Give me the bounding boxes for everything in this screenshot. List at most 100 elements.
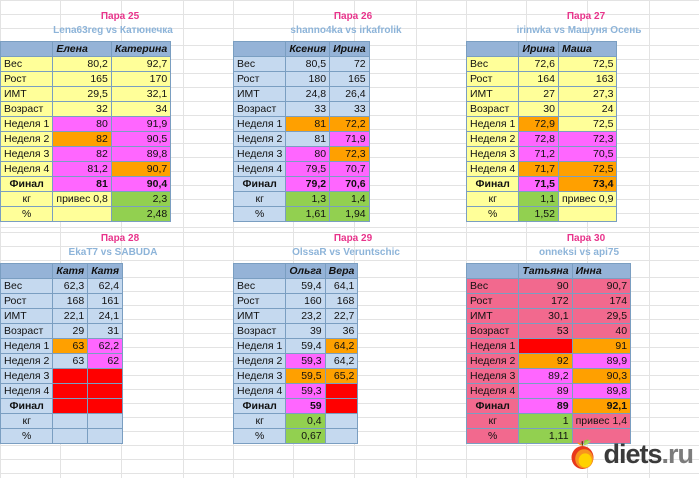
table-row: Финал 59 xyxy=(232,398,359,414)
column-header-1: Катя xyxy=(52,263,89,279)
table-row: Неделя 4 89 89,8 xyxy=(465,383,632,399)
table-row: Неделя 2 72,8 72,3 xyxy=(465,131,618,147)
value-cell-1: 1,3 xyxy=(285,191,331,207)
row-label: Вес xyxy=(232,278,287,294)
value-cell-1: 59,5 xyxy=(285,368,326,384)
row-label: Неделя 2 xyxy=(465,131,520,147)
table-row: Рост 180 165 xyxy=(232,71,370,87)
value-cell-1: 59,4 xyxy=(285,338,326,354)
value-cell-2 xyxy=(87,383,124,399)
value-cell-1: 81 xyxy=(285,116,331,132)
value-cell-1: 79,2 xyxy=(285,176,331,192)
row-label: Вес xyxy=(0,56,54,72)
table-row: Рост 164 163 xyxy=(465,71,618,87)
value-cell-1: 23,2 xyxy=(285,308,326,324)
table-row: Неделя 4 xyxy=(0,383,124,399)
pair-title: Пара 28 xyxy=(100,233,140,244)
table-row: кг привес 0,8 2,3 xyxy=(0,191,172,207)
row-label: % xyxy=(0,428,54,444)
row-label: Рост xyxy=(465,293,520,309)
value-cell-2: 31 xyxy=(87,323,124,339)
value-cell-2 xyxy=(87,398,124,414)
value-cell-2: 72,3 xyxy=(557,131,618,147)
value-cell-1: 82 xyxy=(52,131,112,147)
value-cell-2 xyxy=(87,368,124,384)
table-row: ИМТ 23,2 22,7 xyxy=(232,308,359,324)
value-cell-2 xyxy=(557,206,618,222)
value-cell-1: 59,4 xyxy=(285,278,326,294)
value-cell-2: 89,9 xyxy=(571,353,632,369)
value-cell-2: 92,1 xyxy=(571,398,632,414)
row-label: Рост xyxy=(232,71,287,87)
row-label: Возраст xyxy=(0,101,54,117)
pair-versus-label: onneksi vs api75 xyxy=(538,247,620,258)
value-cell-2: 72 xyxy=(329,56,370,72)
value-cell-1: 59 xyxy=(285,398,326,414)
value-cell-1: 72,9 xyxy=(518,116,559,132)
value-cell-2: 174 xyxy=(571,293,632,309)
header-corner-cell xyxy=(465,263,520,279)
value-cell-2: 24,1 xyxy=(87,308,124,324)
column-header-1: Ксения xyxy=(285,41,331,57)
row-label: Неделя 2 xyxy=(465,353,520,369)
value-cell-2 xyxy=(324,428,359,444)
row-label: ИМТ xyxy=(465,86,520,102)
header-corner-cell xyxy=(0,263,54,279)
value-cell-2: 70,5 xyxy=(557,146,618,162)
value-cell-1: 79,5 xyxy=(285,161,331,177)
value-cell-1: 22,1 xyxy=(52,308,89,324)
column-header-2: Инна xyxy=(571,263,632,279)
row-label: Финал xyxy=(0,398,54,414)
row-label: Неделя 4 xyxy=(0,383,54,399)
table-row: Неделя 3 89,2 90,3 xyxy=(465,368,632,384)
value-cell-2: 71,9 xyxy=(329,131,370,147)
value-cell-1: 33 xyxy=(285,101,331,117)
logo-text: diets.ru xyxy=(603,441,694,468)
value-cell-2: 72,5 xyxy=(557,56,618,72)
value-cell-1: 89 xyxy=(518,398,573,414)
value-cell-2: 72,5 xyxy=(557,116,618,132)
value-cell-2: 72,3 xyxy=(329,146,370,162)
row-label: ИМТ xyxy=(232,86,287,102)
table-row: Рост 160 168 xyxy=(232,293,359,309)
table-row: кг 0,4 xyxy=(232,413,359,429)
value-cell-2: 92,7 xyxy=(110,56,172,72)
value-cell-1: 71,7 xyxy=(518,161,559,177)
value-cell-1: 0,67 xyxy=(285,428,326,444)
value-cell-2 xyxy=(87,428,124,444)
row-label: Неделя 4 xyxy=(465,383,520,399)
value-cell-2: 33 xyxy=(329,101,370,117)
column-header-2: Вера xyxy=(324,263,359,279)
value-cell-1: 90 xyxy=(518,278,573,294)
table-row: Финал 89 92,1 xyxy=(465,398,632,414)
value-cell-2 xyxy=(87,413,124,429)
value-cell-2: 26,4 xyxy=(329,86,370,102)
value-cell-2: 24 xyxy=(557,101,618,117)
value-cell-2: 2,48 xyxy=(110,206,172,222)
table-row: Неделя 2 92 89,9 xyxy=(465,353,632,369)
value-cell-2: 36 xyxy=(324,323,359,339)
value-cell-1: 30 xyxy=(518,101,559,117)
row-label: Вес xyxy=(232,56,287,72)
pair-title: Пара 25 xyxy=(100,11,140,22)
table-row: Неделя 2 59,3 64,2 xyxy=(232,353,359,369)
row-label: Рост xyxy=(465,71,520,87)
table-row: Возраст 33 33 xyxy=(232,101,370,117)
value-cell-1: 92 xyxy=(518,353,573,369)
pair-title: Пара 27 xyxy=(566,11,606,22)
table-row: % 1,52 xyxy=(465,206,618,222)
header-corner-cell xyxy=(465,41,520,57)
header-corner-cell xyxy=(232,263,287,279)
table-row: Рост 165 170 xyxy=(0,71,172,87)
value-cell-1: 80 xyxy=(285,146,331,162)
value-cell-2: 2,3 xyxy=(110,191,172,207)
column-header-1: Татьяна xyxy=(518,263,573,279)
table-row: Вес 62,3 62,4 xyxy=(0,278,124,294)
column-header-2: Ирина xyxy=(329,41,370,57)
table-row: Рост 172 174 xyxy=(465,293,632,309)
value-cell-2: 90,7 xyxy=(110,161,172,177)
header-corner-cell xyxy=(232,41,287,57)
table-row: Возраст 53 40 xyxy=(465,323,632,339)
value-cell-1: 71,2 xyxy=(518,146,559,162)
comparison-table: Ольга Вера Вес 59,4 64,1 Рост 160 168 ИМТ 23,2 22,… xyxy=(232,263,359,444)
